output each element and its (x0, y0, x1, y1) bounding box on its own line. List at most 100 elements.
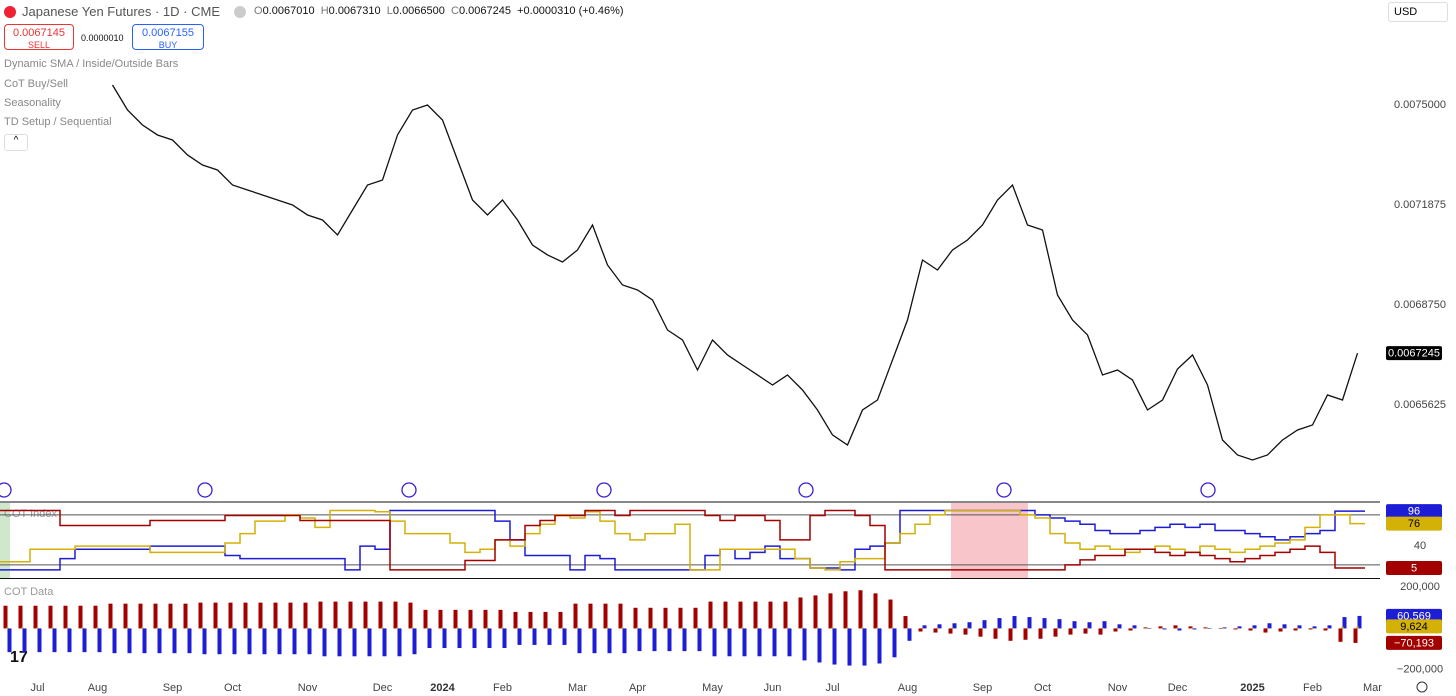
data-bar (246, 627, 249, 629)
data-bar (723, 601, 728, 629)
value-badge-label: 96 (1408, 506, 1420, 518)
x-tick-label: Jun (764, 682, 782, 694)
data-bar (501, 627, 504, 629)
ohlc: O0.0067010 H0.0067310 L0.0066500 C0.0067… (254, 5, 624, 17)
x-tick-label: Nov (298, 682, 318, 694)
ohlc-value: 0.0066500 (392, 5, 445, 17)
data-bar (127, 628, 132, 654)
data-bar (858, 590, 863, 629)
data-bar (771, 627, 774, 629)
data-bar (1162, 628, 1167, 630)
value-badge-label: 9,624 (1400, 621, 1428, 633)
indicator[interactable]: Seasonality (4, 97, 61, 109)
data-bar (918, 628, 923, 632)
data-bar (948, 628, 953, 634)
data-bar (663, 607, 668, 629)
data-bar (442, 628, 447, 649)
data-bar (606, 627, 609, 629)
buy-button[interactable]: 0.0067155 BUY (132, 24, 204, 50)
data-bar (516, 627, 519, 629)
value-badge (1386, 608, 1442, 623)
data-bar (231, 627, 234, 629)
index-line (0, 509, 1365, 571)
data-bar (352, 628, 357, 657)
data-bar (1207, 628, 1212, 629)
index-line (0, 509, 1365, 571)
data-bar (1206, 627, 1209, 629)
data-bar (36, 627, 39, 629)
data-bar (367, 628, 372, 657)
data-bar (172, 628, 177, 654)
pane-title: COT Index (4, 508, 57, 520)
data-bar (142, 628, 147, 654)
data-bar (183, 603, 188, 629)
data-bar (112, 628, 117, 654)
y-tick-label: 0.0075000 (1394, 99, 1446, 111)
data-bar (51, 627, 54, 629)
data-bar (471, 627, 474, 629)
data-bar (753, 601, 758, 629)
data-bar (141, 627, 144, 629)
data-bar (1098, 628, 1103, 635)
change: +0.0000310 (+0.46%) (517, 5, 624, 17)
data-bar (1086, 627, 1089, 629)
data-bar (1083, 628, 1088, 634)
value-badge-label: 76 (1408, 518, 1420, 530)
data-bar (96, 627, 99, 629)
indicator[interactable]: Dynamic SMA / Inside/Outside Bars (4, 58, 179, 70)
highlight-green (0, 503, 10, 578)
x-tick-label: Dec (373, 682, 393, 694)
data-bar (532, 628, 537, 645)
data-bar (666, 627, 669, 629)
data-bar (963, 628, 968, 635)
data-bar (498, 609, 503, 629)
data-bar (1117, 624, 1122, 629)
data-bar (966, 627, 969, 629)
data-bar (903, 616, 908, 629)
data-bar (922, 625, 927, 629)
data-bar (862, 628, 867, 666)
collapse-button[interactable]: ^ (4, 134, 28, 151)
sell-button[interactable]: 0.0067145 SELL (4, 24, 74, 50)
data-bar (1143, 627, 1148, 629)
data-bar (1072, 621, 1077, 629)
data-bar (561, 627, 564, 629)
data-bar (468, 609, 473, 629)
value-badge (1386, 635, 1442, 650)
data-bar (1356, 626, 1359, 629)
data-bar (562, 628, 567, 645)
data-bar (1071, 627, 1074, 629)
data-bar (262, 628, 267, 655)
data-bar (81, 627, 84, 629)
data-bar (573, 603, 578, 629)
data-bar (378, 601, 383, 629)
data-bar (438, 609, 443, 629)
data-bar (1176, 627, 1179, 629)
data-bar (1147, 628, 1152, 629)
x-tick-label: Oct (1034, 682, 1051, 694)
data-bar (1158, 626, 1163, 629)
indicator[interactable]: TD Setup / Sequential (4, 116, 112, 128)
value-badge (1386, 516, 1442, 531)
indicator[interactable]: CoT Buy/Sell (4, 78, 68, 90)
data-bar (502, 628, 507, 649)
x-tick-label: 2025 (1240, 682, 1264, 694)
data-bar (306, 627, 309, 629)
x-tick-label: Oct (224, 682, 241, 694)
currency[interactable]: USD (1388, 2, 1448, 22)
data-bar (876, 627, 879, 629)
data-bar (307, 628, 312, 655)
collapse-icon[interactable] (234, 5, 246, 18)
data-bar (336, 627, 339, 629)
data-bar (798, 597, 803, 629)
data-bar (1011, 627, 1014, 629)
data-bar (213, 602, 218, 629)
settings-icon[interactable] (1416, 681, 1428, 693)
x-tick-label: Mar (568, 682, 587, 694)
data-bar (831, 627, 834, 629)
ohlc-value: 0.0067010 (262, 5, 315, 17)
data-bar (1312, 626, 1317, 629)
data-bar (726, 627, 729, 629)
data-bar (198, 602, 203, 629)
data-bar (393, 601, 398, 629)
